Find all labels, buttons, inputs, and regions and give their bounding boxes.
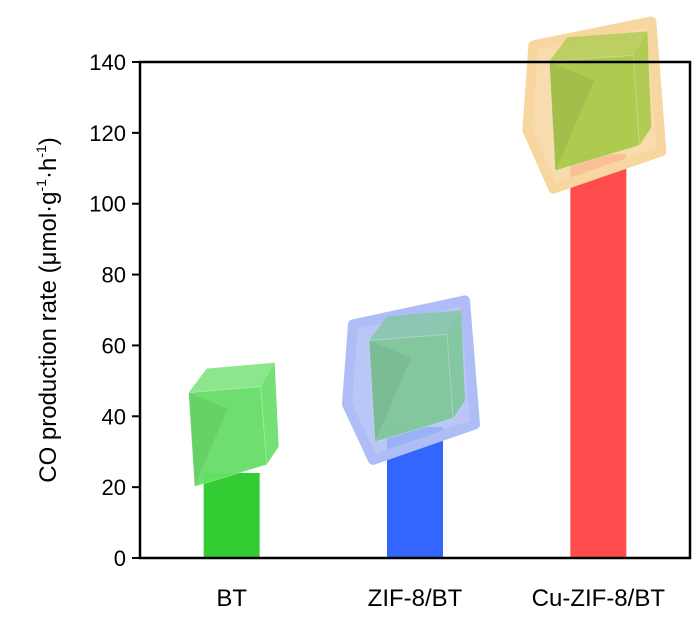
x-category-label: ZIF-8/BT [368,585,463,612]
x-category-label: Cu-ZIF-8/BT [532,585,666,612]
y-axis-title: CO production rate (μmol·g-1·h-1) [33,137,62,483]
green-cube-illustration [188,362,279,488]
y-tick-label: 20 [102,475,126,500]
plot-frame [138,60,692,560]
y-axis-title-sup1: -1 [33,179,49,192]
y-axis-ticks: 0 20 40 60 80 100 120 140 [89,50,140,571]
y-axis-title-sup2: -1 [33,145,49,158]
y-tick-label: 60 [102,333,126,358]
y-axis-title-main: CO production rate (μmol·g [35,191,62,482]
y-tick-label: 80 [102,263,126,288]
y-axis-title-mid: ·h [35,158,62,179]
y-axis-title-end: ) [35,137,62,145]
y-tick-label: 0 [114,546,126,571]
x-axis-labels: BT ZIF-8/BT Cu-ZIF-8/BT [216,585,665,612]
y-tick-label: 40 [102,404,126,429]
bar-bt [203,472,260,558]
y-tick-label: 140 [89,50,126,75]
y-tick-label: 100 [89,192,126,217]
bar-cu-zif-8-bt [570,154,627,558]
y-tick-label: 120 [89,121,126,146]
shelled-cube-illustration [342,295,480,465]
x-category-label: BT [216,585,247,612]
cu-shelled-cube-illustration [522,16,667,194]
